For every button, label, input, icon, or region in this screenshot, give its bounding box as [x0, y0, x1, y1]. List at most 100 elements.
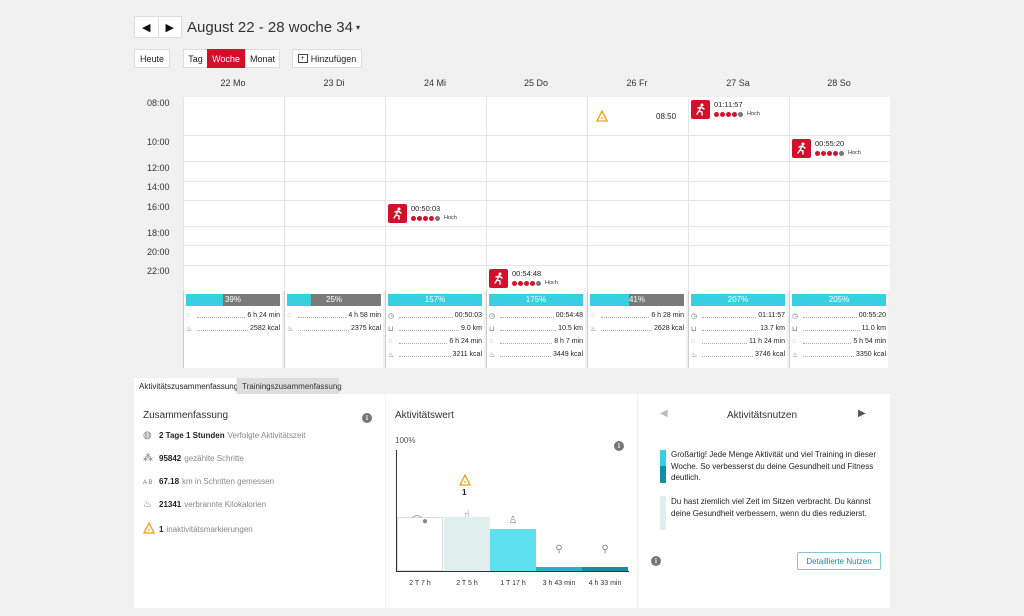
next-week-icon[interactable]: ▶: [165, 21, 174, 34]
activity-percent: 25%: [325, 295, 342, 304]
intensity-dots: Hoch: [411, 215, 457, 221]
training-event[interactable]: 00:50:03 Hoch: [388, 204, 457, 223]
running-icon: [388, 204, 407, 223]
activity-bar: 39%: [186, 294, 280, 306]
active-time-icon: ◌: [590, 312, 595, 319]
day-header-mi: 24 Mi: [423, 78, 446, 88]
next-benefit-icon[interactable]: ▶: [858, 408, 866, 419]
daily-stats-so[interactable]: 205% ◷ 00:55:20 ⊔ 11.0 km ◌ 5 h 54 min ♨ 335…: [790, 291, 888, 368]
chart-bar-label: 2 T 7 h: [409, 580, 431, 587]
tab-activity-summary[interactable]: Aktivitätszusammenfassung: [134, 378, 238, 394]
activity-percent: 157%: [424, 295, 446, 304]
chart-bar[interactable]: [397, 517, 443, 571]
distance-icon: ⊔: [792, 325, 798, 333]
day-view-button[interactable]: Tag: [183, 49, 208, 68]
benefit-panel: [638, 394, 890, 608]
chart-bar[interactable]: [582, 567, 628, 571]
info-icon[interactable]: i: [651, 556, 661, 566]
today-button[interactable]: Heute: [134, 49, 170, 68]
running-icon: [691, 100, 710, 119]
calories-row: ♨ 3211 kcal: [388, 349, 482, 360]
daily-stats-do[interactable]: 175% ◷ 00:54:48 ⊔ 10.5 km ◌ 8 h 7 min ♨ 3449…: [487, 291, 585, 368]
prev-week-icon[interactable]: ◀: [135, 17, 159, 37]
time-label: 16:00: [147, 202, 170, 212]
activity-bar-fill: [691, 294, 785, 306]
activity-bar-fill: [388, 294, 482, 306]
grid-line: [284, 97, 285, 291]
grid-line: [183, 97, 184, 291]
summary-panel: [134, 394, 385, 608]
time-label: 22:00: [147, 266, 170, 276]
grid-line: [183, 161, 890, 162]
chart-bar[interactable]: [536, 567, 582, 571]
training-event[interactable]: 00:54:48 Hoch: [489, 269, 558, 288]
add-button-label: Hinzufügen: [310, 53, 357, 64]
event-info: 00:55:20 Hoch: [815, 139, 861, 156]
tab-training-summary[interactable]: Trainingszusammenfassung: [237, 378, 342, 394]
week-title[interactable]: August 22 - 28 woche 34 ▾: [187, 19, 360, 36]
distance-row: ⊔ 9.0 km: [388, 323, 482, 334]
activity-value-title: Aktivitätswert: [395, 410, 454, 421]
calories-row: ♨ 3746 kcal: [691, 349, 785, 360]
add-button[interactable]: + Hinzufügen: [292, 49, 362, 68]
chart-bar[interactable]: [490, 529, 536, 571]
inactivity-time: 08:50: [656, 112, 677, 121]
chevron-down-icon[interactable]: ▾: [355, 23, 360, 33]
distance-icon-letters: A B: [143, 480, 153, 486]
detailed-benefits-button[interactable]: Detaillierte Nutzen: [797, 552, 881, 570]
training-time-row: ◷ 01:11:57: [691, 310, 785, 321]
activity-bar: 25%: [287, 294, 381, 306]
grid-line: [789, 97, 790, 291]
event-duration: 00:50:03: [411, 204, 441, 213]
stopwatch-icon: ◷: [792, 312, 799, 320]
activity-percent: 207%: [727, 295, 749, 304]
activity-percent: 205%: [828, 295, 850, 304]
intensity-label: Hoch: [747, 111, 760, 117]
column-divider: [789, 291, 790, 368]
chart-bar-label: 2 T 5 h: [456, 580, 478, 587]
stat-value: 4 h 58 min: [348, 312, 381, 319]
summary-value: 2 Tage 1 Stunden: [159, 431, 225, 440]
training-event[interactable]: 00:55:20 Hoch: [792, 139, 861, 158]
walking-icon: ⚲: [555, 544, 563, 555]
time-label: 14:00: [147, 182, 170, 192]
chart-max-label: 100%: [395, 436, 416, 445]
event-info: 01:11:57 Hoch: [714, 100, 760, 117]
info-icon[interactable]: i: [614, 441, 624, 451]
daily-stats-mi[interactable]: 157% ◷ 00:50:03 ⊔ 9.0 km ◌ 6 h 24 min ♨ 3211…: [386, 291, 484, 368]
active-time-row: ◌ 6 h 28 min: [590, 310, 684, 321]
distance-icon: ⊔: [388, 325, 394, 333]
active-time-row: ◌ 6 h 24 min: [388, 336, 482, 347]
distance-row: ⊔ 13.7 km: [691, 323, 785, 334]
chart-axis: [396, 571, 629, 572]
flame-icon: ♨: [287, 325, 294, 333]
time-label: 20:00: [147, 247, 170, 257]
month-view-button[interactable]: Monat: [245, 49, 280, 68]
benefit-marker: [660, 450, 666, 466]
training-event[interactable]: 01:11:57 Hoch: [691, 100, 760, 119]
flame-icon: ♨: [143, 499, 152, 510]
chart-bar[interactable]: [444, 517, 490, 571]
daily-stats-di[interactable]: 25% ◌ 4 h 58 min ♨ 2375 kcal: [285, 291, 383, 368]
stat-value: 11 h 24 min: [748, 338, 785, 345]
info-icon[interactable]: i: [362, 413, 372, 423]
summary-value: 1: [159, 525, 164, 534]
calendar-grid[interactable]: [183, 97, 890, 291]
grid-line: [385, 97, 386, 291]
daily-stats-sa[interactable]: 207% ◷ 01:11:57 ⊔ 13.7 km ◌ 11 h 24 min ♨ 37…: [689, 291, 787, 368]
summary-row: ⁂ 95842 gezählte Schritte: [143, 453, 244, 464]
inactivity-event[interactable]: [596, 110, 608, 122]
distance-icon: ⊔: [691, 325, 697, 333]
prev-benefit-icon[interactable]: ◀: [660, 408, 668, 419]
week-view-button[interactable]: Woche: [207, 49, 245, 68]
daily-stats-mo[interactable]: 39% ◌ 6 h 24 min ♨ 2582 kcal: [184, 291, 282, 368]
active-time-icon: ◌: [287, 312, 292, 319]
time-label: 08:00: [147, 98, 170, 108]
event-duration: 00:54:48: [512, 269, 542, 278]
distance-icon: ⊔: [489, 325, 495, 333]
daily-stats-fr[interactable]: 41% ◌ 6 h 28 min ♨ 2628 kcal: [588, 291, 686, 368]
stat-value: 6 h 24 min: [449, 338, 482, 345]
activity-bar-fill: [489, 294, 583, 306]
activity-bar: 205%: [792, 294, 886, 306]
benefit-marker: [660, 496, 666, 530]
